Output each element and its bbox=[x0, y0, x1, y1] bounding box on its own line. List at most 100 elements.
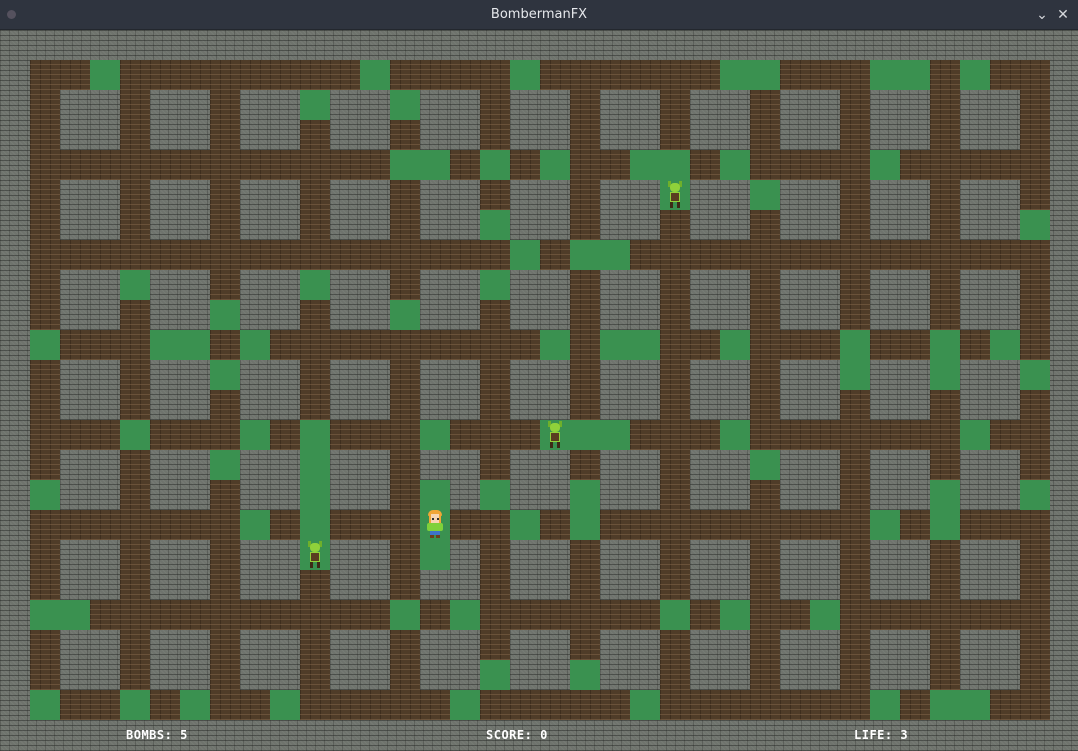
solid-wall-block bbox=[990, 630, 1020, 660]
destructible-block bbox=[210, 450, 240, 480]
solid-wall-block bbox=[990, 660, 1020, 690]
solid-wall-block bbox=[690, 390, 720, 420]
solid-wall-block bbox=[690, 630, 720, 660]
solid-wall-block bbox=[780, 120, 810, 150]
chevron-down-icon[interactable]: ⌄ bbox=[1036, 7, 1048, 23]
destructible-block bbox=[450, 600, 480, 630]
solid-wall-block bbox=[60, 450, 90, 480]
solid-wall-block bbox=[60, 480, 90, 510]
goblin-enemy bbox=[540, 420, 570, 450]
solid-wall-block bbox=[240, 180, 270, 210]
solid-wall-block bbox=[420, 180, 450, 210]
solid-wall-block bbox=[510, 210, 540, 240]
solid-wall-block bbox=[510, 360, 540, 390]
solid-wall-block bbox=[150, 90, 180, 120]
solid-wall-block bbox=[630, 390, 660, 420]
solid-wall-block bbox=[720, 210, 750, 240]
solid-wall-block bbox=[240, 630, 270, 660]
destructible-block bbox=[420, 150, 450, 180]
solid-wall-block bbox=[690, 210, 720, 240]
solid-wall-block bbox=[720, 540, 750, 570]
solid-wall-block bbox=[870, 180, 900, 210]
destructible-block bbox=[570, 660, 600, 690]
solid-wall-block bbox=[900, 270, 930, 300]
solid-wall-block bbox=[810, 480, 840, 510]
solid-wall-block bbox=[330, 360, 360, 390]
destructible-block bbox=[390, 90, 420, 120]
destructible-block bbox=[120, 690, 150, 720]
solid-wall-block bbox=[180, 450, 210, 480]
solid-wall-block bbox=[510, 660, 540, 690]
close-icon[interactable]: ✕ bbox=[1057, 7, 1069, 23]
solid-wall-block bbox=[780, 360, 810, 390]
solid-wall-block bbox=[270, 630, 300, 660]
solid-wall-block bbox=[870, 450, 900, 480]
destructible-block bbox=[630, 690, 660, 720]
solid-wall-block bbox=[540, 570, 570, 600]
solid-wall-block bbox=[150, 360, 180, 390]
solid-wall-block bbox=[420, 90, 450, 120]
destructible-block bbox=[960, 60, 990, 90]
solid-wall-block bbox=[600, 450, 630, 480]
solid-wall-block bbox=[720, 270, 750, 300]
solid-wall-block bbox=[330, 570, 360, 600]
solid-wall-block bbox=[240, 390, 270, 420]
solid-wall-block bbox=[870, 270, 900, 300]
solid-wall-block bbox=[510, 180, 540, 210]
solid-wall-block bbox=[150, 480, 180, 510]
solid-wall-block bbox=[960, 360, 990, 390]
destructible-block bbox=[210, 360, 240, 390]
destructible-block bbox=[750, 180, 780, 210]
solid-wall-block bbox=[690, 570, 720, 600]
solid-wall-block bbox=[90, 630, 120, 660]
solid-wall-block bbox=[630, 300, 660, 330]
destructible-block bbox=[480, 480, 510, 510]
solid-wall-block bbox=[450, 480, 480, 510]
solid-wall-block bbox=[450, 630, 480, 660]
solid-wall-block bbox=[180, 480, 210, 510]
score-counter: SCORE: 0 bbox=[486, 728, 548, 742]
solid-wall-block bbox=[450, 570, 480, 600]
destructible-block bbox=[930, 480, 960, 510]
game-canvas[interactable]: BOMBS: 5 SCORE: 0 LIFE: 3 bbox=[0, 30, 1078, 751]
solid-wall-block bbox=[780, 450, 810, 480]
solid-wall-block bbox=[870, 300, 900, 330]
solid-wall-block bbox=[450, 450, 480, 480]
solid-wall-block bbox=[990, 390, 1020, 420]
solid-wall-block bbox=[420, 300, 450, 330]
solid-wall-block bbox=[600, 660, 630, 690]
destructible-block bbox=[600, 420, 630, 450]
solid-wall-block bbox=[270, 270, 300, 300]
solid-wall-block bbox=[180, 660, 210, 690]
solid-wall-block bbox=[810, 570, 840, 600]
solid-wall-block bbox=[960, 180, 990, 210]
solid-wall-block bbox=[600, 270, 630, 300]
destructible-block bbox=[390, 300, 420, 330]
title-bar: BombermanFX ⌄ ✕ bbox=[0, 0, 1078, 30]
solid-wall-block bbox=[780, 660, 810, 690]
solid-wall-block bbox=[960, 210, 990, 240]
solid-wall-block bbox=[780, 180, 810, 210]
solid-wall-block bbox=[420, 630, 450, 660]
solid-wall-block bbox=[90, 480, 120, 510]
solid-wall-block bbox=[780, 390, 810, 420]
solid-wall-block bbox=[360, 540, 390, 570]
solid-wall-block bbox=[450, 360, 480, 390]
solid-wall-block bbox=[810, 540, 840, 570]
solid-wall-block bbox=[810, 450, 840, 480]
solid-wall-block bbox=[690, 90, 720, 120]
solid-wall-block bbox=[810, 630, 840, 660]
solid-wall-block bbox=[150, 300, 180, 330]
destructible-block bbox=[930, 510, 960, 540]
solid-wall-block bbox=[990, 540, 1020, 570]
solid-wall-block bbox=[870, 210, 900, 240]
solid-wall-block bbox=[330, 270, 360, 300]
app-icon bbox=[7, 10, 16, 19]
solid-wall-block bbox=[990, 120, 1020, 150]
solid-wall-block bbox=[630, 270, 660, 300]
goblin-enemy bbox=[300, 540, 330, 570]
solid-wall-block bbox=[510, 450, 540, 480]
destructible-block bbox=[90, 60, 120, 90]
destructible-block bbox=[480, 210, 510, 240]
solid-wall-block bbox=[270, 390, 300, 420]
